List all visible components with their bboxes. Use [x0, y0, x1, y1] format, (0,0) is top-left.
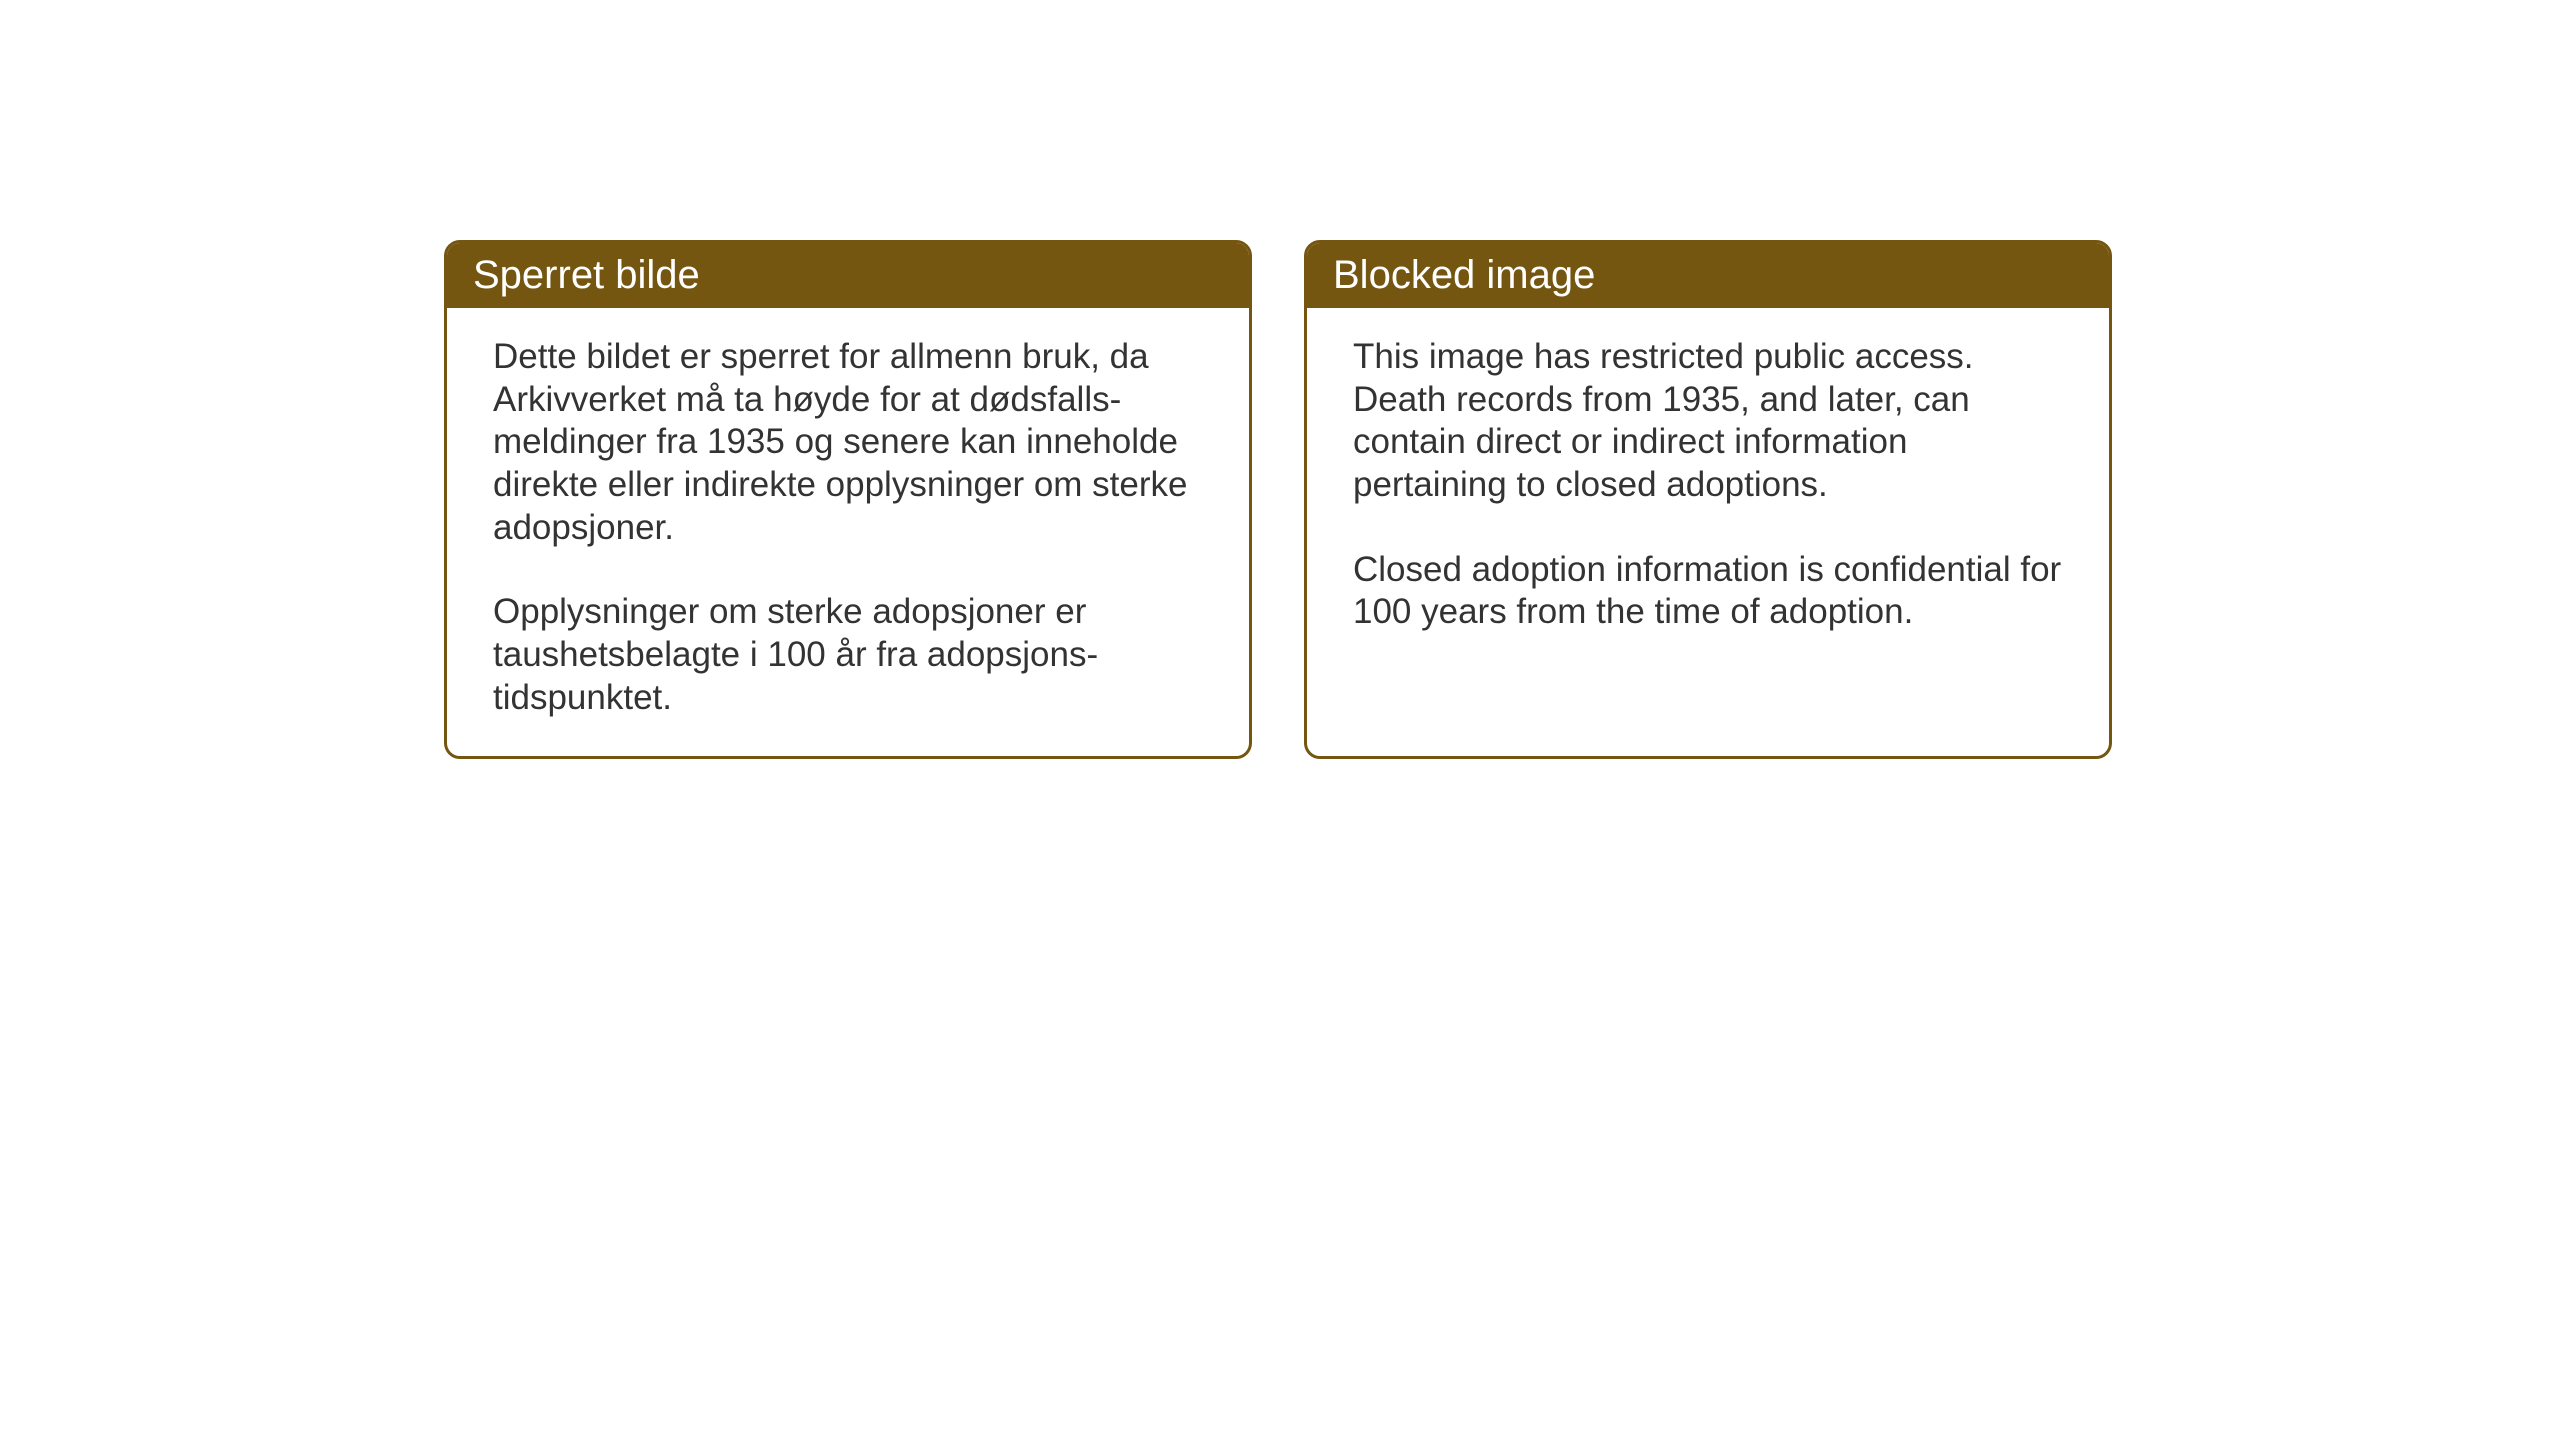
notice-cards-container: Sperret bilde Dette bildet er sperret fo…: [444, 240, 2112, 759]
norwegian-paragraph-2: Opplysninger om sterke adopsjoner er tau…: [493, 591, 1203, 719]
english-card-body: This image has restricted public access.…: [1307, 308, 2109, 670]
norwegian-card-title: Sperret bilde: [447, 243, 1249, 308]
norwegian-card-body: Dette bildet er sperret for allmenn bruk…: [447, 308, 1249, 756]
norwegian-notice-card: Sperret bilde Dette bildet er sperret fo…: [444, 240, 1252, 759]
english-card-title: Blocked image: [1307, 243, 2109, 308]
english-notice-card: Blocked image This image has restricted …: [1304, 240, 2112, 759]
norwegian-paragraph-1: Dette bildet er sperret for allmenn bruk…: [493, 336, 1203, 549]
english-paragraph-2: Closed adoption information is confident…: [1353, 549, 2063, 634]
english-paragraph-1: This image has restricted public access.…: [1353, 336, 2063, 507]
